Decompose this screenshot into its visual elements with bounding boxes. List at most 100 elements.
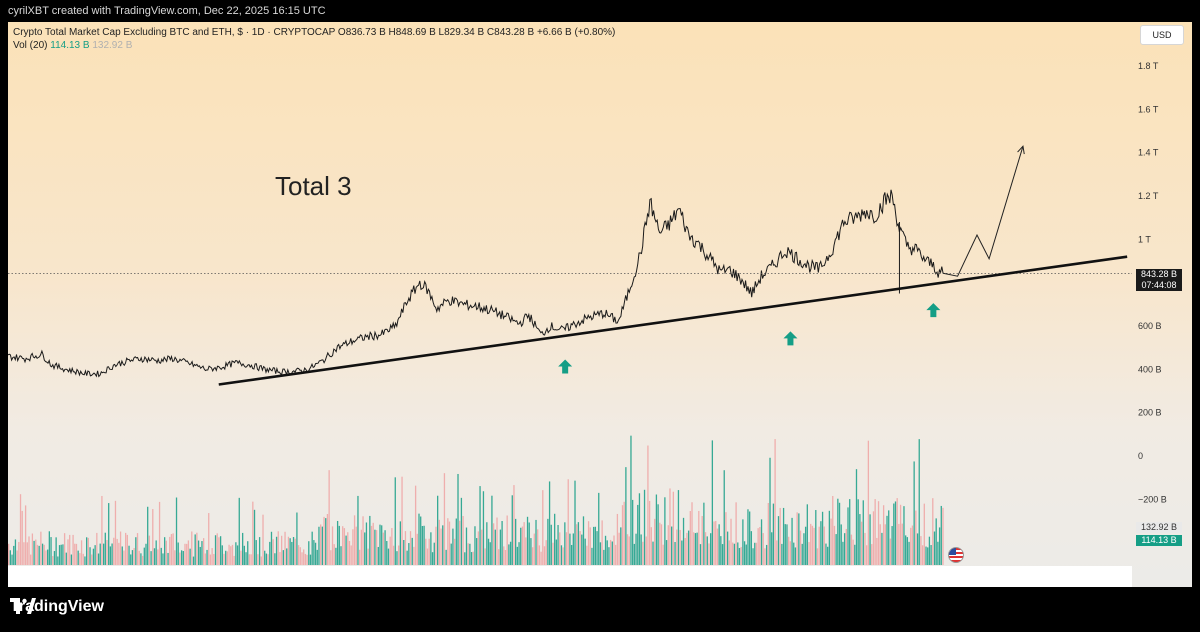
volume-bar (701, 516, 703, 565)
volume-bar (664, 497, 666, 565)
volume-bar (801, 543, 803, 565)
volume-bar (735, 502, 737, 565)
volume-bar (608, 547, 610, 565)
chart-canvas[interactable]: 1.8 T 1.6 T 1.4 T 1.2 T 1 T 600 B 400 B 200 B 0 −… (8, 22, 1192, 587)
volume-bar (682, 517, 685, 565)
volume-bar (654, 518, 656, 565)
volume-bar (423, 525, 425, 565)
volume-bar (872, 511, 875, 565)
volume-bar (26, 542, 28, 565)
volume-bar (213, 553, 215, 565)
volume-bar (23, 542, 25, 565)
volume-bar (623, 501, 625, 565)
volume-bar (369, 515, 371, 565)
volume-bar (347, 532, 349, 565)
volume-bar (126, 534, 128, 565)
support-trendline (218, 255, 1128, 386)
volume-bar (155, 540, 157, 565)
volume-bar (742, 519, 744, 565)
volume-bar (906, 537, 909, 565)
volume-bar (596, 531, 598, 565)
volume-bar (681, 540, 683, 565)
volume-bar (160, 547, 162, 565)
volume-bar (899, 504, 902, 565)
volume-bar (401, 476, 403, 565)
volume-bar (570, 544, 573, 565)
currency-button[interactable]: USD (1140, 25, 1184, 45)
volume-bar (238, 497, 240, 565)
y-tick-label: 600 B (1138, 321, 1162, 331)
volume-bar (832, 495, 834, 565)
volume-bar (377, 546, 379, 565)
volume-bar (810, 523, 812, 565)
volume-bar (391, 528, 393, 565)
volume-bar (472, 551, 474, 565)
volume-bar (13, 545, 15, 565)
volume-bar (721, 544, 724, 565)
volume-bar (219, 536, 222, 565)
volume-bar (331, 526, 334, 565)
volume-bar (737, 542, 739, 565)
volume-bar (277, 531, 279, 565)
volume-bar (489, 542, 491, 565)
volume-bar (231, 544, 234, 565)
volume-bar (782, 507, 785, 565)
volume-bar (615, 544, 617, 565)
volume-bar (864, 532, 866, 565)
volume-bar (604, 535, 607, 565)
volume-bar (538, 545, 541, 565)
volume-bar (874, 499, 876, 565)
volume-bar (694, 533, 697, 565)
volume-bar (99, 543, 101, 565)
volume-bar (811, 525, 814, 565)
volume-bar (845, 528, 847, 565)
volume-bar (50, 537, 52, 565)
volume-bar (141, 555, 144, 565)
volume-bar (726, 531, 729, 565)
volume-bar (316, 549, 318, 565)
volume-bar (552, 542, 554, 565)
volume-bar (523, 522, 525, 565)
volume-bar (730, 518, 732, 565)
y-tick-label: 400 B (1138, 364, 1162, 374)
volume-bar (102, 543, 105, 565)
volume-bar (491, 495, 493, 565)
volume-bar (194, 534, 196, 565)
volume-bar (767, 503, 769, 565)
volume-bar (543, 546, 546, 565)
volume-bar (925, 546, 927, 565)
volume-bar (362, 516, 364, 565)
volume-bar (404, 531, 407, 565)
volume-bar (74, 543, 76, 565)
volume-bar (355, 526, 357, 565)
volume-bar (292, 537, 295, 565)
support-arrow-icon (926, 303, 941, 318)
us-flag-icon[interactable] (948, 547, 964, 563)
volume-bar (304, 553, 307, 565)
volume-bar (503, 546, 505, 565)
volume-bar (477, 531, 480, 565)
volume-bar (511, 495, 513, 565)
volume-bar (252, 501, 254, 565)
volume-bar (452, 528, 454, 565)
chart-panel[interactable]: Crypto Total Market Cap Excluding BTC an… (8, 22, 1192, 587)
volume-bar (482, 491, 485, 565)
volume-bar (387, 548, 390, 565)
volume-bar (633, 543, 636, 565)
volume-previous: 132.92 B (92, 40, 133, 51)
volume-bar (611, 541, 613, 565)
volume-now-tag: 114.13 B (1136, 535, 1182, 546)
volume-bar (687, 530, 690, 565)
volume-bar (133, 547, 135, 565)
volume-bar (733, 543, 736, 565)
volume-bar (209, 554, 212, 565)
volume-bar (835, 534, 837, 565)
volume-bar (230, 546, 232, 565)
volume-bar (9, 550, 11, 565)
volume-bar (642, 541, 644, 565)
volume-bar (484, 548, 486, 565)
volume-bar (645, 536, 647, 565)
volume-bar (716, 528, 719, 565)
volume-bar (309, 554, 312, 565)
volume-bar (894, 501, 897, 565)
